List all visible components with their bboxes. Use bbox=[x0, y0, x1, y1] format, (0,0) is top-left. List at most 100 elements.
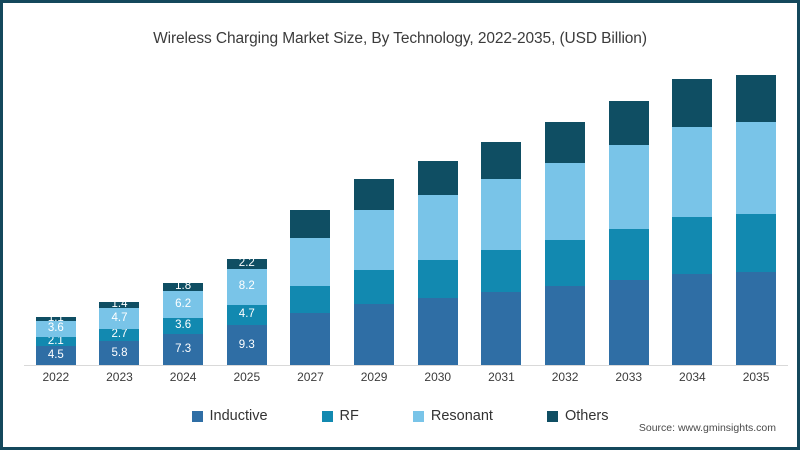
stacked-bar[interactable]: 5.8 2.7 4.7 1.4 bbox=[99, 299, 140, 366]
stacked-bar[interactable] bbox=[608, 100, 649, 366]
bar-segment-others[interactable] bbox=[545, 121, 586, 163]
bar-segment-others[interactable] bbox=[290, 210, 331, 238]
bar-segment-others[interactable]: 1.4 bbox=[99, 299, 140, 310]
bar-segment-resonant[interactable] bbox=[354, 210, 395, 270]
bar-segment-others[interactable] bbox=[417, 160, 458, 196]
x-tick-label: 2035 bbox=[742, 370, 770, 384]
bar-segment-resonant[interactable] bbox=[608, 145, 649, 229]
bar-segment-rf[interactable]: 2.7 bbox=[99, 328, 140, 341]
bar-segment-others[interactable]: 2.2 bbox=[226, 258, 267, 269]
stacked-bar[interactable] bbox=[481, 141, 522, 366]
bar-segment-others[interactable] bbox=[481, 141, 522, 180]
bar-value-label: 8.2 bbox=[238, 279, 255, 292]
bar-segment-inductive[interactable] bbox=[672, 273, 713, 366]
bar-segment-inductive[interactable] bbox=[481, 292, 522, 366]
bar-column[interactable]: 5.8 2.7 4.7 1.4 bbox=[99, 68, 140, 366]
bar-value-label: 2.1 bbox=[47, 334, 64, 347]
stacked-bar[interactable] bbox=[736, 74, 777, 366]
bar-value-label: 1.8 bbox=[175, 280, 192, 293]
x-tick-label: 2032 bbox=[551, 370, 579, 384]
bar-segment-others[interactable]: 1.1 bbox=[35, 313, 76, 324]
bar-column[interactable] bbox=[736, 68, 777, 366]
bar-segment-resonant[interactable] bbox=[481, 179, 522, 251]
stacked-bar[interactable] bbox=[417, 160, 458, 366]
legend-item-inductive[interactable]: Inductive bbox=[191, 408, 268, 424]
bar-column[interactable]: 9.3 4.7 8.2 2.2 bbox=[226, 68, 267, 366]
square-swatch-icon bbox=[412, 410, 424, 422]
bar-segment-inductive[interactable] bbox=[354, 303, 395, 366]
page-title: Wireless Charging Market Size, By Techno… bbox=[153, 30, 647, 47]
bar-segment-rf[interactable]: 2.1 bbox=[35, 334, 76, 347]
square-swatch-icon bbox=[191, 410, 203, 422]
bar-segment-resonant[interactable] bbox=[672, 127, 713, 218]
bar-segment-rf[interactable] bbox=[736, 214, 777, 273]
bar-value-label: 3.6 bbox=[175, 319, 192, 332]
bar-segment-inductive[interactable]: 5.8 bbox=[99, 340, 140, 366]
stacked-bar[interactable] bbox=[354, 178, 395, 366]
x-tick-label: 2033 bbox=[615, 370, 643, 384]
bar-segment-inductive[interactable] bbox=[608, 280, 649, 366]
source-note: Source: www.gminsights.com bbox=[638, 422, 776, 434]
bar-segment-resonant[interactable]: 8.2 bbox=[226, 268, 267, 305]
stacked-bar[interactable] bbox=[672, 79, 713, 366]
bar-segment-rf[interactable] bbox=[290, 285, 331, 314]
bar-column[interactable]: 7.3 3.6 6.2 1.8 bbox=[163, 68, 204, 366]
bar-segment-others[interactable] bbox=[608, 100, 649, 146]
stacked-bar[interactable] bbox=[545, 121, 586, 366]
bar-segment-inductive[interactable]: 7.3 bbox=[163, 334, 204, 366]
bar-segment-inductive[interactable] bbox=[736, 272, 777, 366]
bar-segment-rf[interactable]: 3.6 bbox=[163, 318, 204, 335]
bar-segment-others[interactable] bbox=[736, 74, 777, 123]
bar-value-label: 5.8 bbox=[111, 346, 128, 359]
bar-segment-inductive[interactable] bbox=[545, 286, 586, 366]
bar-column[interactable] bbox=[608, 68, 649, 366]
bar-segment-inductive[interactable] bbox=[417, 298, 458, 366]
bar-segment-inductive[interactable]: 4.5 bbox=[35, 346, 76, 366]
bar-column[interactable] bbox=[354, 68, 395, 366]
bar-segment-resonant[interactable]: 4.7 bbox=[99, 308, 140, 329]
bar-segment-resonant[interactable] bbox=[545, 162, 586, 240]
stacked-bar[interactable]: 4.5 2.1 3.6 1.1 bbox=[35, 313, 76, 366]
bar-column[interactable] bbox=[290, 68, 331, 366]
chart-legend: Inductive RF Resonant Others bbox=[6, 408, 794, 424]
bar-column[interactable] bbox=[417, 68, 458, 366]
x-tick-label: 2023 bbox=[106, 370, 133, 384]
bar-segment-rf[interactable] bbox=[608, 228, 649, 281]
bar-segment-rf[interactable] bbox=[672, 217, 713, 274]
bar-value-label: 9.3 bbox=[238, 338, 255, 351]
bar-segment-inductive[interactable] bbox=[290, 313, 331, 366]
bar-column[interactable] bbox=[481, 68, 522, 366]
bar-segment-resonant[interactable]: 6.2 bbox=[163, 291, 204, 319]
bar-segment-rf[interactable] bbox=[545, 239, 586, 287]
bar-segment-resonant[interactable] bbox=[417, 195, 458, 260]
bar-segment-rf[interactable] bbox=[417, 259, 458, 299]
stacked-bar[interactable]: 7.3 3.6 6.2 1.8 bbox=[163, 280, 204, 366]
x-tick-label: 2024 bbox=[169, 370, 197, 384]
bar-value-label: 3.6 bbox=[47, 322, 64, 335]
bar-value-label: 4.7 bbox=[238, 308, 255, 321]
stacked-bar[interactable]: 9.3 4.7 8.2 2.2 bbox=[226, 258, 267, 366]
square-swatch-icon bbox=[546, 410, 558, 422]
legend-item-others[interactable]: Others bbox=[546, 408, 608, 424]
chart-frame: Wireless Charging Market Size, By Techno… bbox=[6, 6, 794, 444]
bar-segment-resonant[interactable] bbox=[290, 237, 331, 286]
bar-segment-inductive[interactable]: 9.3 bbox=[226, 325, 267, 366]
bar-segment-others[interactable] bbox=[354, 178, 395, 211]
bar-segment-rf[interactable]: 4.7 bbox=[226, 304, 267, 326]
legend-item-resonant[interactable]: Resonant bbox=[412, 408, 493, 424]
bar-segment-resonant[interactable]: 3.6 bbox=[35, 321, 76, 338]
bar-segment-others[interactable]: 1.8 bbox=[163, 280, 204, 293]
bar-column[interactable] bbox=[672, 68, 713, 366]
bar-segment-rf[interactable] bbox=[481, 250, 522, 293]
stacked-bar[interactable] bbox=[290, 210, 331, 366]
bar-value-label: 7.3 bbox=[175, 343, 192, 356]
bar-segment-resonant[interactable] bbox=[736, 122, 777, 215]
x-axis-line bbox=[24, 365, 788, 366]
bar-column[interactable] bbox=[545, 68, 586, 366]
bar-segment-others[interactable] bbox=[672, 79, 713, 128]
bar-segment-rf[interactable] bbox=[354, 269, 395, 304]
bar-column[interactable]: 4.5 2.1 3.6 1.1 bbox=[35, 68, 76, 366]
legend-item-rf[interactable]: RF bbox=[321, 408, 359, 424]
x-tick-label: 2034 bbox=[679, 370, 706, 384]
